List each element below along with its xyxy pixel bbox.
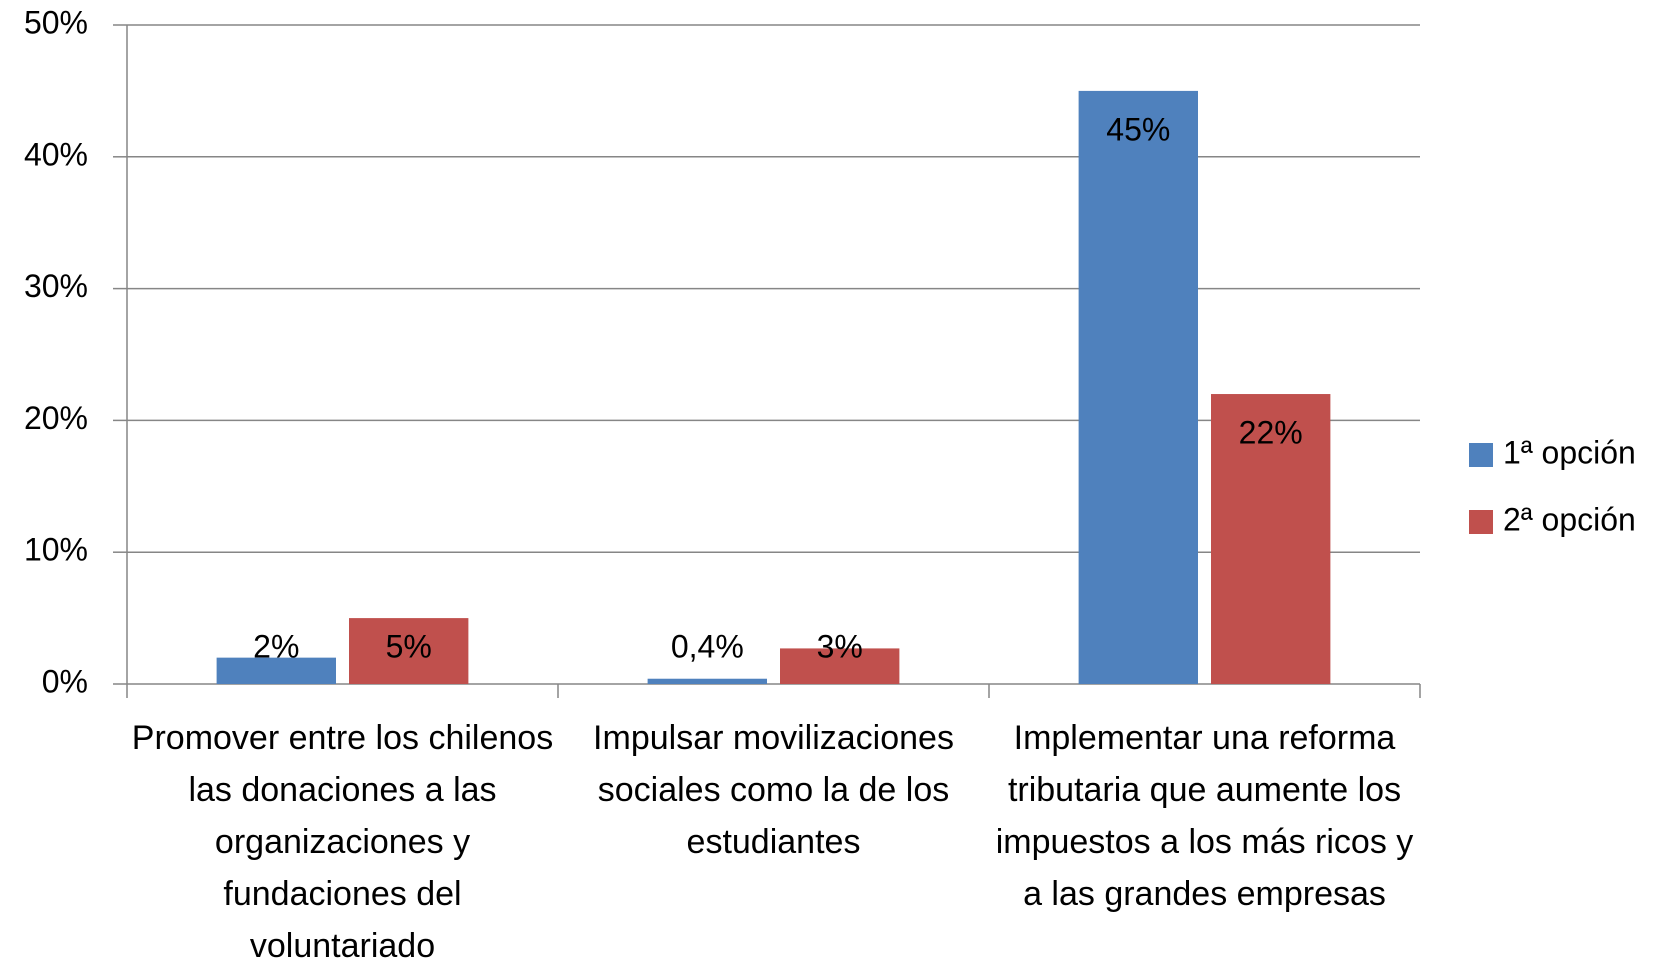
y-tick-label: 50% [24, 4, 88, 40]
y-tick-label: 10% [24, 532, 88, 568]
legend-label: 2ª opción [1503, 501, 1636, 537]
data-label: 5% [386, 628, 432, 664]
legend-swatch [1469, 510, 1493, 534]
bar [647, 678, 767, 684]
data-label: 45% [1106, 111, 1170, 147]
y-tick-label: 0% [42, 663, 88, 699]
x-tick-label: Promover entre los chilenos las donacion… [131, 719, 554, 964]
y-tick-label: 20% [24, 400, 88, 436]
x-tick-label: Implementar una reforma tributaria que a… [995, 719, 1414, 913]
bar [216, 657, 336, 684]
data-label: 0,4% [671, 628, 744, 664]
legend-swatch [1469, 443, 1493, 467]
data-label: 2% [253, 628, 299, 664]
legend-label: 1ª opción [1503, 434, 1636, 470]
y-tick-label: 30% [24, 268, 88, 304]
data-label: 3% [817, 628, 863, 664]
bar [1078, 90, 1198, 684]
data-label: 22% [1239, 414, 1303, 450]
bar [780, 648, 900, 684]
x-tick-label: Impulsar movilizaciones sociales como la… [593, 719, 954, 861]
y-tick-label: 40% [24, 136, 88, 172]
bar [349, 618, 469, 684]
bar [1211, 394, 1331, 684]
